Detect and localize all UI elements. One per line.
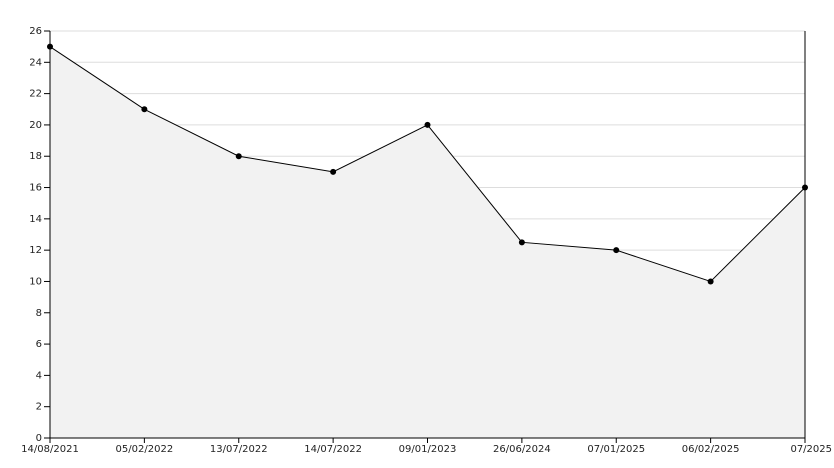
marker [424,121,431,128]
y-tick-label: 10 [29,276,42,287]
y-tick-label: 0 [36,433,42,444]
marker [518,239,525,246]
y-tick-label: 14 [29,214,42,225]
area [50,46,805,439]
x-tick-label: 05/02/2022 [116,444,174,455]
x-tick-label: 13/07/2022 [210,444,268,455]
x-tick-label: 07/2025 [790,444,832,455]
y-tick-label: 16 [29,183,42,194]
y-tick-label: 2 [36,402,42,413]
marker [141,106,148,113]
x-tick-label: 09/01/2023 [399,444,457,455]
y-tick-label: 18 [29,151,42,162]
x-tick-label: 07/01/2025 [587,444,645,455]
y-tick-label: 22 [29,89,42,100]
y-tick-label: 20 [29,120,42,131]
marker [330,168,337,175]
y-tick-label: 8 [36,308,42,319]
marker [802,184,808,191]
marker [47,43,53,50]
x-tick-label: 14/07/2022 [304,444,362,455]
x-tick-label: 06/02/2025 [682,444,740,455]
marker [235,153,242,160]
marker [613,247,620,254]
y-tick-label: 24 [29,57,42,68]
x-tick-label: 14/08/2021 [21,444,79,455]
y-tick-label: 12 [29,245,42,256]
y-tick-label: 4 [36,370,42,381]
marker [707,278,714,285]
x-tick-label: 26/06/2024 [493,444,551,455]
y-tick-label: 6 [36,339,42,350]
y-tick-label: 26 [29,26,42,37]
